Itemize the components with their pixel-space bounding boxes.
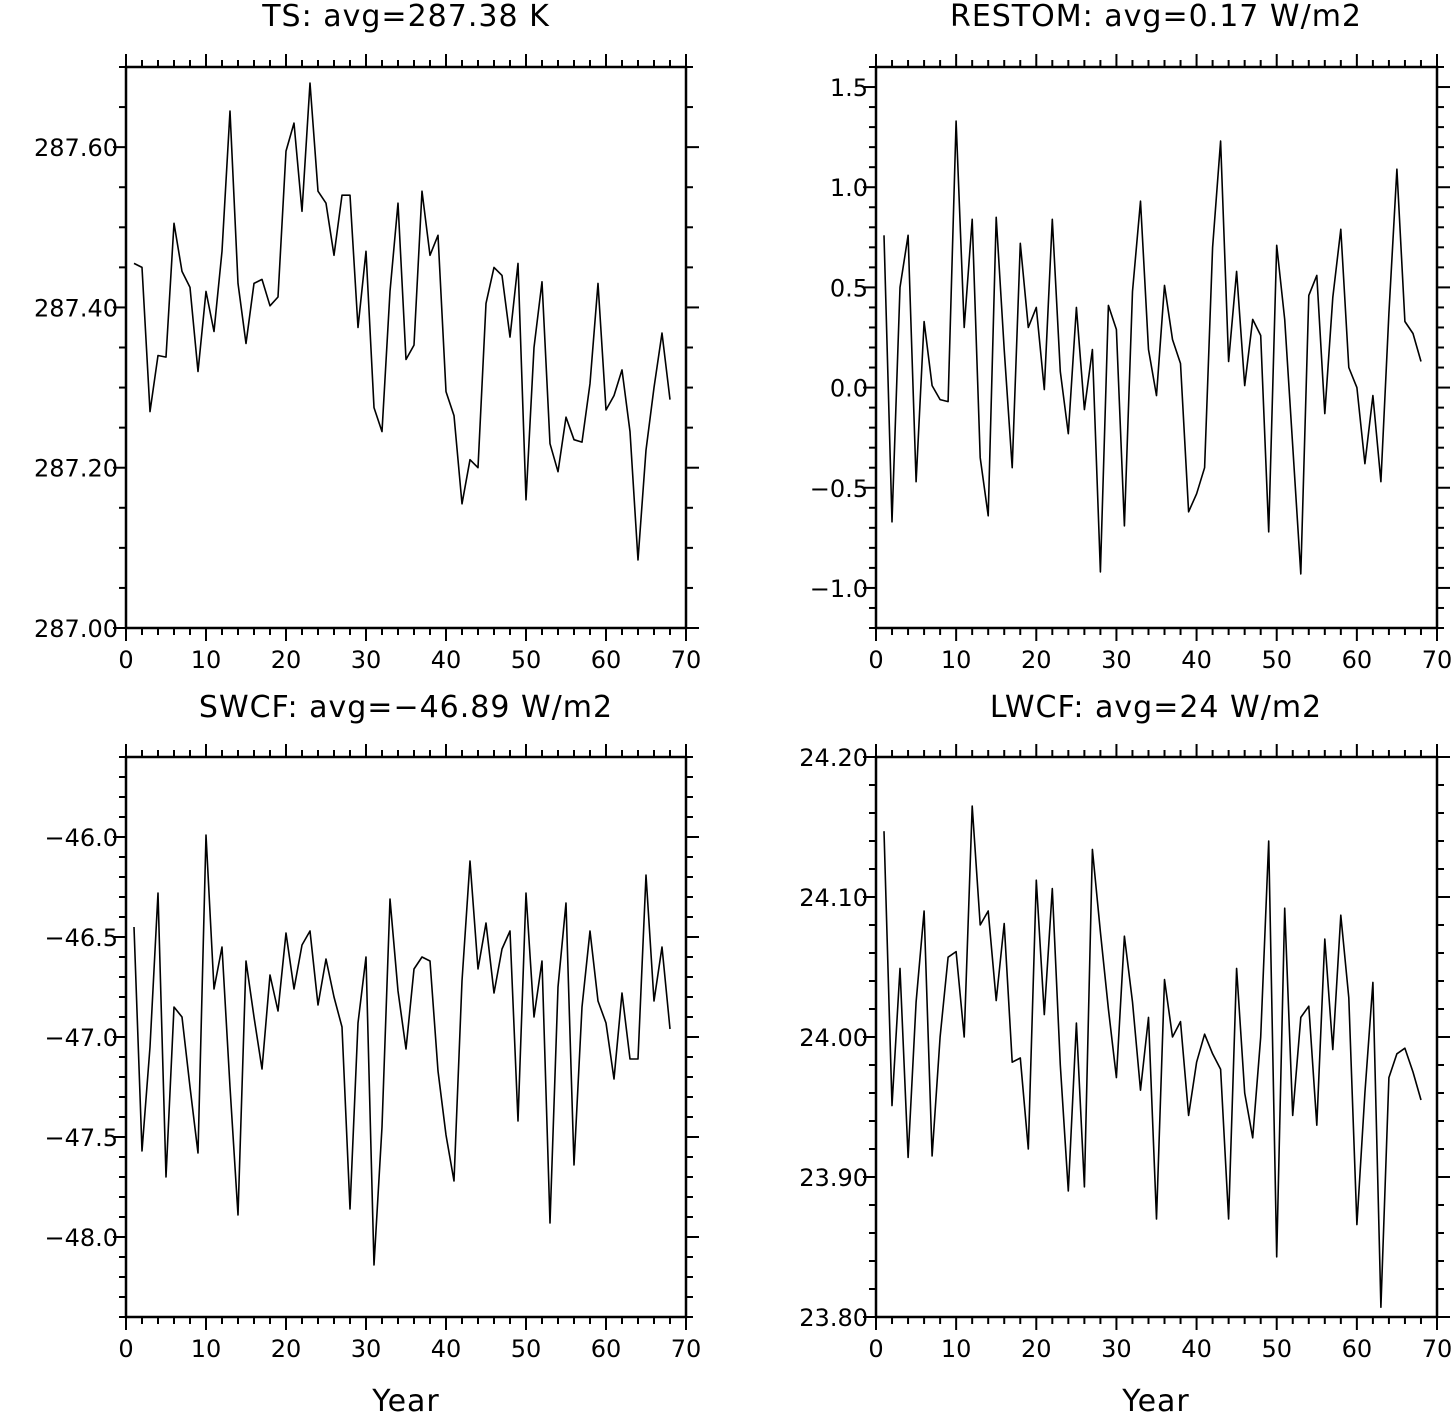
x-tick-label: 60 <box>1342 1335 1373 1363</box>
x-tick-label: 0 <box>868 646 883 674</box>
x-tick-label: 30 <box>351 1335 382 1363</box>
y-tick-label: −48.0 <box>44 1224 118 1252</box>
y-tick-label: −46.5 <box>44 924 118 952</box>
x-tick-label: 10 <box>941 1335 972 1363</box>
panel-body: −1.0 −0.5 0.0 0.5 1.0 1.5 0 10 20 30 40 50 60 70 <box>810 54 1453 674</box>
x-tick-label: 0 <box>868 1335 883 1363</box>
x-tick-label: 50 <box>511 1335 542 1363</box>
x-tick-label: 0 <box>118 646 133 674</box>
panel-title: LWCF: avg=24 W/m2 <box>990 690 1322 725</box>
x-tick-label: 40 <box>431 1335 462 1363</box>
y-tick-label: 0.5 <box>830 274 868 302</box>
y-tick-label: −47.0 <box>44 1024 118 1052</box>
x-tick-label: 0 <box>118 1335 133 1363</box>
y-tick-label: 23.80 <box>799 1304 868 1332</box>
y-tick-label: −47.5 <box>44 1124 118 1152</box>
x-tick-label: 40 <box>1181 646 1212 674</box>
panel-body: 23.80 23.90 24.00 24.10 24.20 0 10 20 30 40 50 60 70 <box>799 744 1452 1363</box>
y-tick-label: 24.00 <box>799 1024 868 1052</box>
series-line <box>883 120 1422 575</box>
x-tick-label: 10 <box>941 646 972 674</box>
x-tick-label: 30 <box>1101 646 1132 674</box>
x-tick-label: 60 <box>591 1335 622 1363</box>
x-tick-label: 10 <box>191 646 222 674</box>
x-tick-label: 50 <box>1261 1335 1292 1363</box>
panel-ts: TS: avg=287.38 K 287.00 287.20 287.40 287.6… <box>34 0 701 674</box>
y-tick-label: −0.5 <box>810 475 868 503</box>
panel-body: 287.00 287.20 287.40 287.60 0 10 20 30 40 50 60 70 <box>34 54 701 674</box>
y-tick-label: 287.20 <box>34 455 118 483</box>
panel-title: TS: avg=287.38 K <box>261 0 550 34</box>
x-tick-label: 20 <box>271 1335 302 1363</box>
y-tick-label: 1.5 <box>830 74 868 102</box>
x-tick-label: 10 <box>191 1335 222 1363</box>
x-tick-label: 30 <box>351 646 382 674</box>
panel-title: SWCF: avg=−46.89 W/m2 <box>199 690 613 725</box>
x-tick-label: 50 <box>511 646 542 674</box>
x-tick-label: 70 <box>1422 1335 1453 1363</box>
x-tick-label: 50 <box>1261 646 1292 674</box>
x-axis-label: Year <box>371 1384 440 1416</box>
x-tick-label: 40 <box>1181 1335 1212 1363</box>
x-tick-label: 60 <box>1342 646 1373 674</box>
x-tick-label: 70 <box>1422 646 1453 674</box>
x-tick-label: 70 <box>671 646 702 674</box>
y-tick-label: 0.0 <box>830 375 868 403</box>
y-tick-label: 287.40 <box>34 294 118 322</box>
x-tick-label: 20 <box>1021 1335 1052 1363</box>
x-tick-label: 30 <box>1101 1335 1132 1363</box>
series-line <box>883 805 1422 1308</box>
panel-title: RESTOM: avg=0.17 W/m2 <box>950 0 1362 34</box>
x-tick-label: 70 <box>671 1335 702 1363</box>
x-tick-label: 20 <box>1021 646 1052 674</box>
series-line <box>133 82 671 561</box>
y-tick-label: 287.00 <box>34 615 118 643</box>
series-line <box>133 834 671 1266</box>
y-tick-label: 23.90 <box>799 1164 868 1192</box>
y-tick-label: 24.10 <box>799 884 868 912</box>
x-tick-label: 40 <box>431 646 462 674</box>
y-tick-label: −46.0 <box>44 824 118 852</box>
y-tick-label: 24.20 <box>799 744 868 772</box>
x-axis-label: Year <box>1121 1384 1190 1416</box>
x-tick-label: 60 <box>591 646 622 674</box>
panel-swcf: SWCF: avg=−46.89 W/m2 −48.0 −47.5 −47.0 −46… <box>44 690 701 1416</box>
panel-lwcf: LWCF: avg=24 W/m2 23.80 23.90 24.00 24.10 24… <box>799 690 1452 1416</box>
panel-restom: RESTOM: avg=0.17 W/m2 −1.0 −0.5 0.0 0.5 1.0 1… <box>810 0 1453 674</box>
panel-body: −48.0 −47.5 −47.0 −46.5 −46.0 0 10 20 30 40 50 60 70 <box>44 744 701 1363</box>
x-tick-label: 20 <box>271 646 302 674</box>
y-tick-label: 287.60 <box>34 134 118 162</box>
y-tick-label: −1.0 <box>810 575 868 603</box>
y-tick-label: 1.0 <box>830 174 868 202</box>
